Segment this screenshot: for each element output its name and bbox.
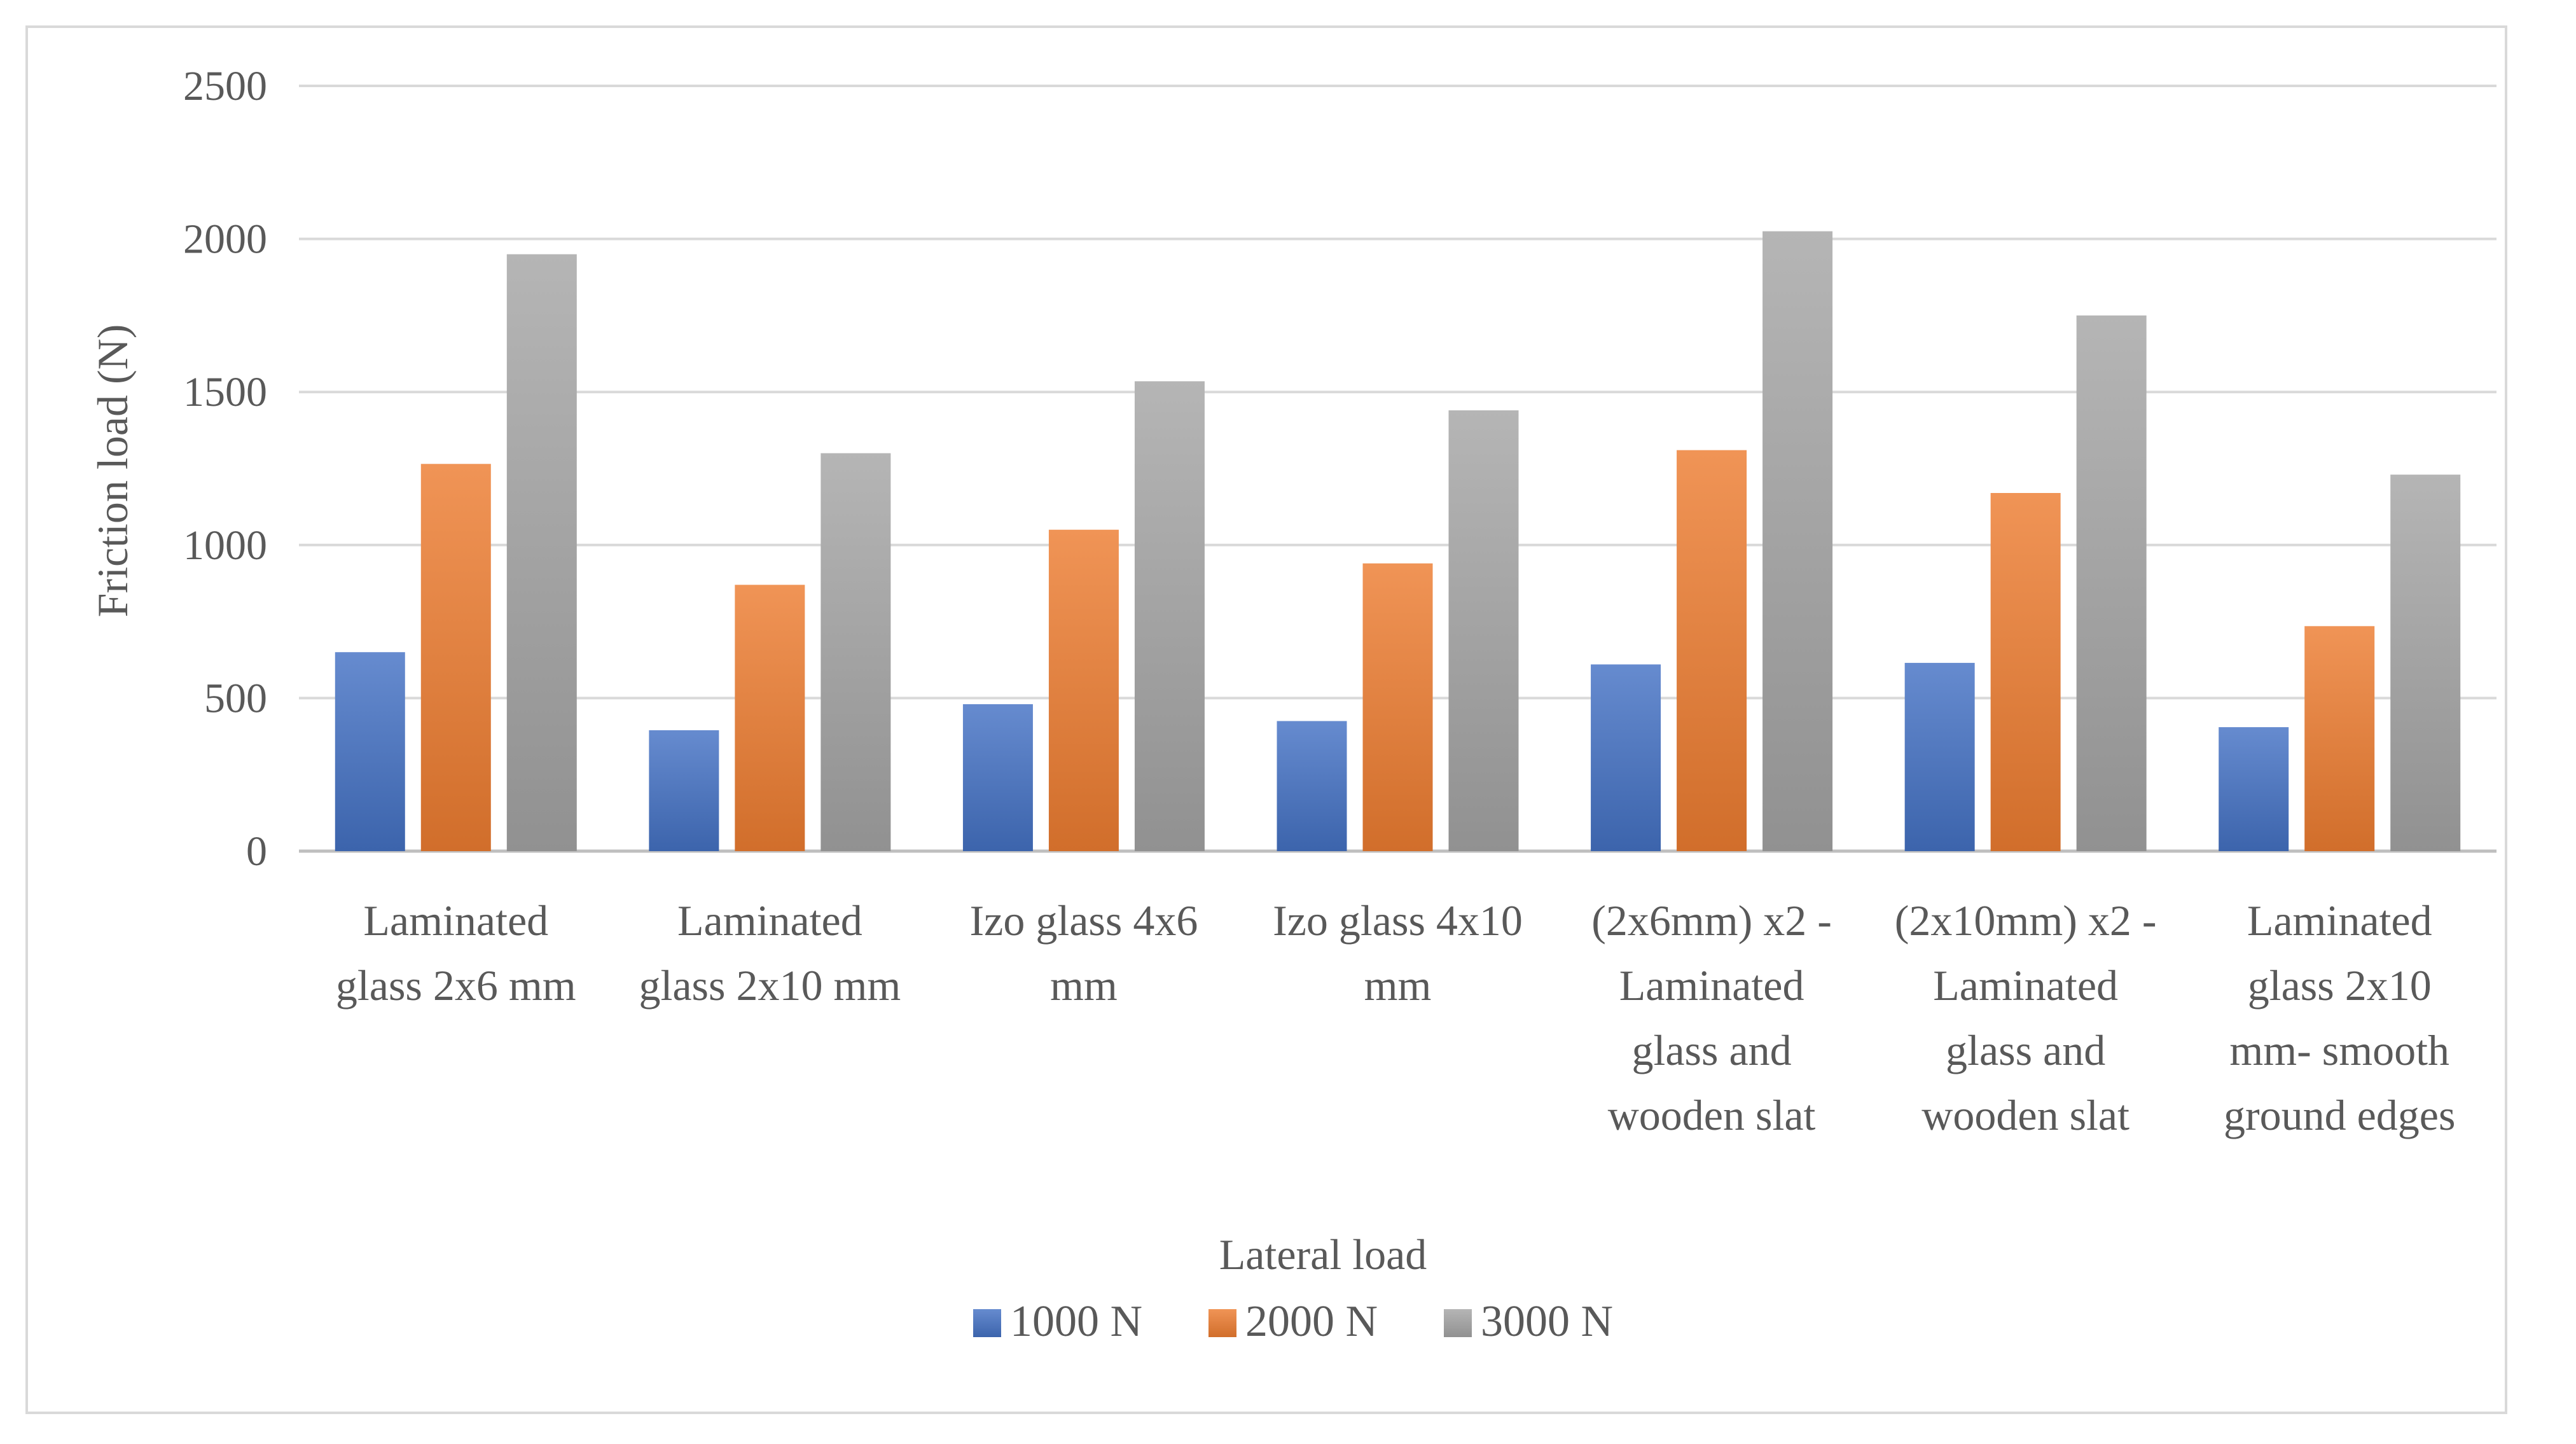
bar-1000n-1 — [649, 730, 719, 851]
legend-label: 3000 N — [1481, 1297, 1613, 1346]
y-tick-label: 2500 — [183, 63, 267, 109]
legend-item: 2000 N — [1208, 1297, 1378, 1346]
x-category-label: (2x10mm) x2 -Laminated glass and wooden sl… — [1895, 896, 2157, 1139]
bars — [335, 231, 2461, 851]
bar-2000n-0 — [420, 464, 491, 851]
bar-1000n-2 — [962, 704, 1033, 851]
bar-3000n-1 — [821, 453, 891, 851]
x-category-label: Laminated glass 2x10 mm — [639, 896, 901, 1010]
bar-2000n-1 — [735, 585, 805, 851]
legend-swatch — [1208, 1309, 1236, 1337]
bar-3000n-5 — [2076, 315, 2147, 851]
bar-1000n-4 — [1591, 664, 1661, 851]
x-axis-title: Lateral load — [1219, 1230, 1427, 1279]
bar-3000n-4 — [1762, 231, 1833, 851]
legend-item: 3000 N — [1444, 1297, 1613, 1346]
y-tick-label: 0 — [246, 828, 267, 875]
bar-1000n-3 — [1277, 721, 1347, 851]
bar-3000n-6 — [2390, 475, 2461, 851]
bar-2000n-4 — [1677, 450, 1747, 851]
y-tick-label: 500 — [204, 675, 267, 721]
x-category-label: Laminated glass 2x10 mm- smooth ground edge… — [2224, 896, 2455, 1139]
bar-2000n-5 — [1990, 492, 2061, 851]
legend-label: 1000 N — [1010, 1297, 1142, 1346]
x-category-label: (2x6mm) x2 -Laminated glass and wooden sla… — [1591, 896, 1832, 1139]
y-tick-label: 2000 — [183, 216, 267, 263]
legend-swatch — [973, 1309, 1001, 1337]
y-tick-label: 1500 — [183, 369, 267, 415]
bar-2000n-3 — [1362, 563, 1433, 851]
bar-1000n-6 — [2219, 727, 2289, 851]
bar-2000n-6 — [2304, 626, 2375, 851]
legend-item: 1000 N — [973, 1297, 1142, 1346]
y-tick-label: 1000 — [183, 522, 267, 569]
x-category-label: Izo glass 4x10 mm — [1273, 896, 1523, 1010]
bar-3000n-0 — [506, 254, 577, 851]
bar-2000n-2 — [1048, 529, 1119, 851]
legend-label: 2000 N — [1245, 1297, 1378, 1346]
x-axis-categories: Laminated glass 2x6 mm Laminated glass 2x10… — [336, 896, 2456, 1139]
x-category-label: Izo glass 4x6 mm — [970, 896, 1198, 1010]
legend-swatch — [1444, 1309, 1472, 1337]
bar-1000n-5 — [1904, 663, 1975, 851]
legend: 1000 N 2000 N 3000 N — [973, 1297, 1613, 1346]
y-axis-ticks: 0 500 1000 1500 2000 2500 — [183, 63, 267, 875]
bar-3000n-3 — [1448, 410, 1519, 851]
y-axis-title: Friction load (N) — [88, 324, 137, 618]
bar-3000n-2 — [1134, 381, 1205, 851]
x-category-label: Laminated glass 2x6 mm — [336, 896, 576, 1010]
bar-1000n-0 — [335, 652, 405, 851]
